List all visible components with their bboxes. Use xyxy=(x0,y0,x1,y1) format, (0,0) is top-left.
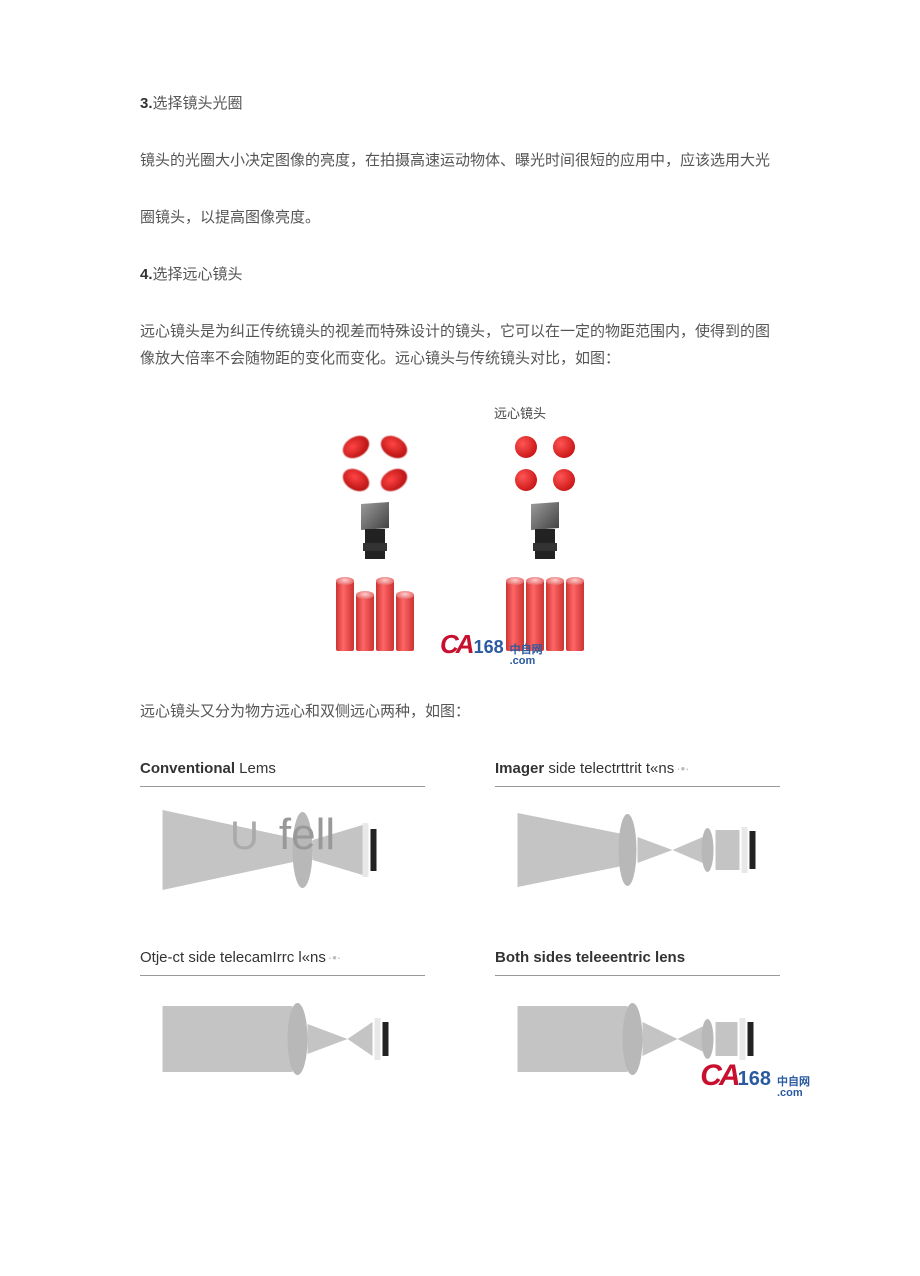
watermark-small: 中自网.com xyxy=(777,1077,810,1099)
lens-title: Both sides teleeentric lens xyxy=(495,944,780,971)
divider xyxy=(495,786,780,787)
lens-conventional: Conventional Lems Ufell xyxy=(140,755,425,904)
watermark-red: CA xyxy=(700,1049,737,1103)
dot-icon xyxy=(553,469,575,491)
watermark-small: 中自网.com xyxy=(510,645,543,667)
section-4-num: 4. xyxy=(140,266,153,283)
dot-icon xyxy=(515,469,537,491)
watermark-ca168: CA168 中自网.com xyxy=(700,1049,810,1103)
dot-icon xyxy=(339,431,373,462)
camera-icon xyxy=(357,503,393,561)
lens-object-side: Otje-ct side telecamIrrc l«ns·•· xyxy=(140,944,425,1093)
divider xyxy=(140,786,425,787)
watermark-blue: 168 xyxy=(474,631,504,663)
divider xyxy=(140,975,425,976)
lens-diagram-svg xyxy=(140,805,425,895)
cylinders-left xyxy=(336,571,414,651)
lens-diagram-svg xyxy=(140,994,425,1084)
cylinder-icon xyxy=(356,593,374,651)
cylinder-icon xyxy=(336,579,354,651)
watermark-red: CA xyxy=(440,621,472,668)
dot-icon xyxy=(377,431,411,462)
sharp-dots-group xyxy=(510,433,580,493)
lens-title: Imager side telectrttrit t«ns·•· xyxy=(495,755,780,782)
section-3-num: 3. xyxy=(140,95,153,112)
dot-icon xyxy=(339,464,373,495)
lens-title: Otje-ct side telecamIrrc l«ns·•· xyxy=(140,944,425,971)
dot-icon xyxy=(377,464,411,495)
blurred-dots-group xyxy=(340,433,410,493)
dot-icon xyxy=(515,436,537,458)
watermark-blue: 168 xyxy=(738,1061,771,1097)
section-3-para-2: 圈镜头，以提高图像亮度。 xyxy=(140,204,780,231)
lens-imager-side: Imager side telectrttrit t«ns·•· xyxy=(495,755,780,904)
section-4-title: 选择远心镜头 xyxy=(153,266,243,283)
section-4-para: 远心镜头是为纠正传统镜头的视差而特殊设计的镜头，它可以在一定的物距范围内，使得到… xyxy=(140,318,780,372)
section-3-heading: 3.选择镜头光圈 xyxy=(140,90,780,117)
lens-both-sides: Both sides teleeentric lens CA168 中自网.co… xyxy=(495,944,780,1093)
figure1-camera-row xyxy=(290,503,630,561)
lens-diagram-svg xyxy=(495,805,780,895)
dot-icon xyxy=(553,436,575,458)
caption-mid: 远心镜头又分为物方远心和双侧远心两种，如图： xyxy=(140,698,780,725)
figure1-label: 远心镜头 xyxy=(410,402,630,425)
figure-lens-comparison: 远心镜头 xyxy=(290,402,630,668)
figure-lens-types: Conventional Lems Ufell Imager side tele… xyxy=(140,755,780,1093)
watermark-ca168: CA168 中自网.com xyxy=(440,621,630,668)
cylinder-icon xyxy=(376,579,394,651)
divider xyxy=(495,975,780,976)
camera-icon xyxy=(527,503,563,561)
document-page: 3.选择镜头光圈 镜头的光圈大小决定图像的亮度，在拍摄高速运动物体、曝光时间很短… xyxy=(0,0,920,1173)
lens-title: Conventional Lems xyxy=(140,755,425,782)
section-4-heading: 4.选择远心镜头 xyxy=(140,261,780,288)
section-3-para-1: 镜头的光圈大小决定图像的亮度，在拍摄高速运动物体、曝光时间很短的应用中，应该选用… xyxy=(140,147,780,174)
section-3-title: 选择镜头光圈 xyxy=(153,95,243,112)
figure1-dots-row xyxy=(290,433,630,493)
cylinder-icon xyxy=(396,593,414,651)
